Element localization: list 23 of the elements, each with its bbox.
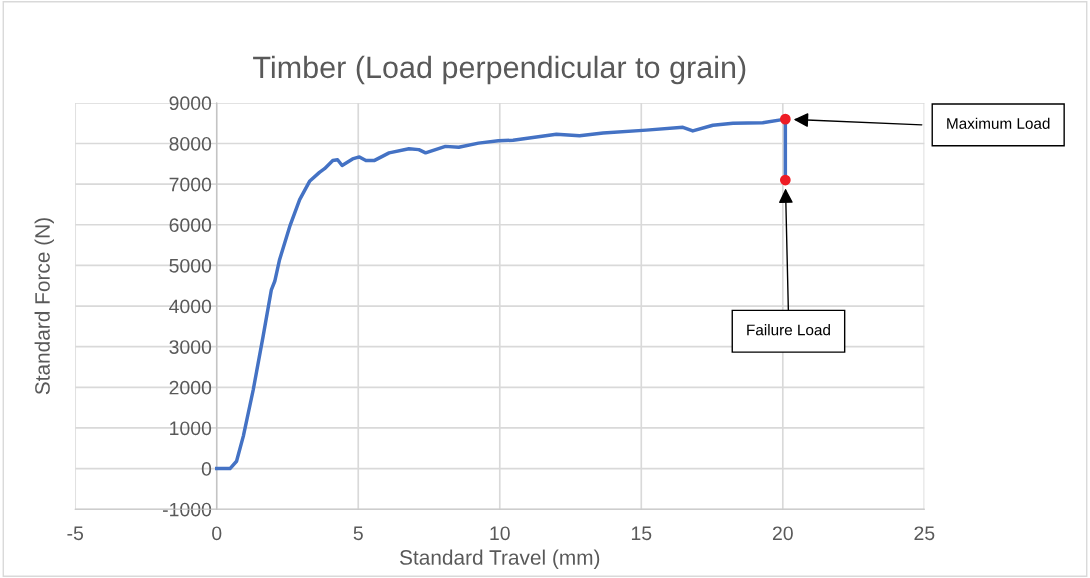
x-tick-label: 25	[914, 526, 935, 541]
y-tick-label: 0	[201, 462, 212, 476]
y-tick-label: 5000	[169, 258, 212, 273]
x-tick-label: -5	[67, 526, 84, 541]
x-tick-label: 0	[212, 526, 222, 541]
y-tick-label: 7000	[169, 177, 212, 192]
y-tick-label: 9000	[169, 96, 212, 111]
y-tick-label: 6000	[169, 218, 212, 233]
text: Maximum Load	[947, 117, 1050, 129]
y-tick-label: 1000	[170, 421, 212, 436]
annotation: Failure Load	[747, 324, 830, 336]
y-tick-label: 8000	[169, 136, 212, 151]
x-tick-label: 20	[772, 526, 793, 541]
x-axis-title: Standard Travel (mm)	[399, 549, 600, 569]
y-tick-label: 4000	[169, 299, 212, 314]
x-tick-label: 5	[353, 526, 363, 541]
chart-title: Timber (Load perpendicular to grain)	[253, 55, 746, 85]
y-axis-title: Standard Force (N)	[34, 218, 54, 395]
x-tick-label: 10	[490, 526, 510, 541]
x-tick-label: 15	[631, 526, 652, 541]
y-tick-label: 3000	[169, 340, 212, 354]
y-tick-label: -1000	[163, 502, 212, 517]
y-tick-label: 2000	[169, 380, 212, 395]
